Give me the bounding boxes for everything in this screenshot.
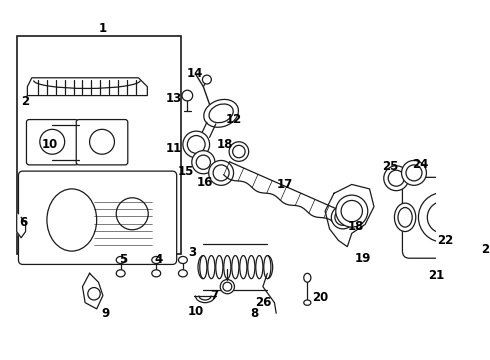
Text: 4: 4 — [155, 253, 163, 266]
Text: 17: 17 — [277, 178, 293, 191]
Circle shape — [233, 145, 245, 158]
Text: 9: 9 — [101, 307, 110, 320]
Polygon shape — [27, 78, 147, 95]
FancyBboxPatch shape — [402, 177, 488, 258]
Ellipse shape — [152, 270, 161, 277]
Ellipse shape — [204, 99, 239, 127]
Circle shape — [427, 201, 459, 233]
Text: 14: 14 — [186, 67, 203, 80]
Circle shape — [196, 155, 210, 169]
Ellipse shape — [398, 208, 412, 227]
Circle shape — [183, 131, 210, 158]
Ellipse shape — [441, 271, 449, 276]
Circle shape — [388, 170, 404, 186]
Circle shape — [220, 280, 234, 294]
Text: 2: 2 — [22, 95, 29, 108]
Circle shape — [384, 166, 409, 191]
Circle shape — [229, 142, 248, 161]
Circle shape — [209, 161, 234, 185]
Text: 16: 16 — [197, 176, 213, 189]
Circle shape — [182, 90, 193, 101]
Ellipse shape — [116, 270, 125, 277]
Ellipse shape — [152, 256, 161, 264]
Ellipse shape — [394, 203, 416, 231]
Polygon shape — [82, 273, 103, 309]
Ellipse shape — [304, 300, 311, 305]
Bar — [17, 36, 181, 254]
Circle shape — [223, 282, 232, 291]
Text: 1: 1 — [99, 22, 107, 35]
Circle shape — [418, 193, 468, 242]
Text: 15: 15 — [177, 165, 194, 177]
Text: 23: 23 — [481, 243, 490, 256]
Text: 25: 25 — [382, 160, 398, 173]
Circle shape — [116, 198, 148, 230]
Ellipse shape — [178, 270, 187, 277]
Ellipse shape — [178, 256, 187, 264]
Circle shape — [213, 165, 229, 181]
Text: 3: 3 — [188, 246, 196, 260]
Circle shape — [406, 165, 422, 181]
Text: 6: 6 — [20, 216, 28, 229]
Circle shape — [192, 151, 215, 174]
Text: 11: 11 — [166, 143, 182, 156]
Circle shape — [202, 75, 211, 84]
FancyBboxPatch shape — [26, 120, 78, 165]
Text: 24: 24 — [412, 158, 428, 171]
Circle shape — [401, 161, 426, 185]
Text: 8: 8 — [250, 307, 258, 320]
Ellipse shape — [209, 104, 233, 123]
Ellipse shape — [477, 256, 484, 261]
Text: 18: 18 — [348, 220, 365, 233]
Text: 7: 7 — [210, 289, 218, 302]
Circle shape — [90, 129, 115, 154]
Circle shape — [40, 129, 65, 154]
Ellipse shape — [304, 273, 311, 282]
FancyBboxPatch shape — [76, 120, 128, 165]
Text: 22: 22 — [437, 234, 453, 247]
Circle shape — [336, 195, 368, 227]
Text: 13: 13 — [166, 92, 182, 105]
Circle shape — [335, 209, 351, 225]
FancyBboxPatch shape — [19, 171, 177, 265]
Polygon shape — [325, 184, 374, 247]
Ellipse shape — [47, 189, 97, 251]
Ellipse shape — [476, 240, 485, 248]
Circle shape — [88, 288, 100, 300]
Text: 5: 5 — [119, 253, 127, 266]
Ellipse shape — [441, 255, 449, 262]
Text: 26: 26 — [256, 296, 272, 309]
Text: 12: 12 — [225, 113, 242, 126]
Text: 10: 10 — [42, 138, 58, 151]
Circle shape — [331, 206, 354, 229]
Text: 18: 18 — [217, 138, 233, 151]
Text: 19: 19 — [355, 252, 371, 265]
Text: 20: 20 — [313, 291, 329, 304]
Text: 21: 21 — [428, 270, 444, 283]
Text: 10: 10 — [188, 305, 204, 318]
Circle shape — [341, 201, 363, 222]
Circle shape — [187, 136, 205, 153]
Polygon shape — [17, 214, 25, 238]
Ellipse shape — [116, 256, 125, 264]
